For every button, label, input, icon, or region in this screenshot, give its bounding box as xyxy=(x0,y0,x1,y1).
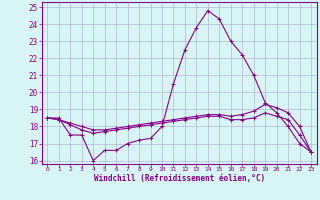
X-axis label: Windchill (Refroidissement éolien,°C): Windchill (Refroidissement éolien,°C) xyxy=(94,174,265,183)
